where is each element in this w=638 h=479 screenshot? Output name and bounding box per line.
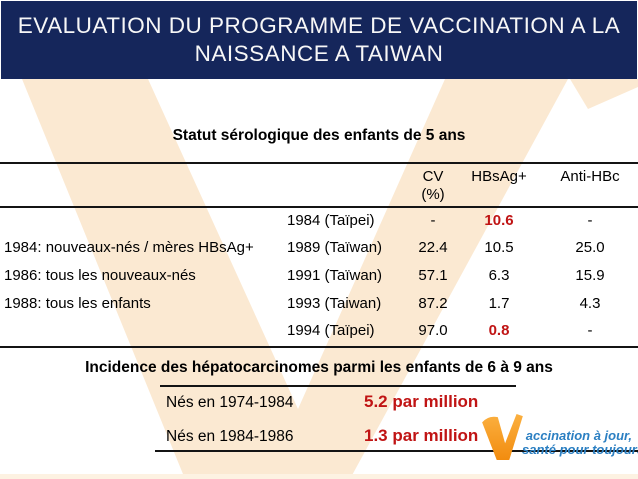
cell-year: 1989 (Taïwan) — [287, 239, 383, 256]
incidence-label: Nés en 1984-1986 — [166, 428, 294, 445]
logo-text-line1: accination à jour, — [525, 428, 632, 443]
cell-anti-hbc: 4.3 — [579, 295, 601, 312]
cell-program: 1984: nouveaux-nés / mères HBsAg+ — [4, 239, 254, 256]
table-top-rule — [0, 162, 638, 164]
cell-hbsag: 1.7 — [488, 295, 510, 312]
column-header-cv-line1: CV — [422, 168, 444, 185]
logo-text: accination à jour, santé pour toujours — [522, 428, 638, 457]
cell-anti-hbc: - — [587, 212, 593, 229]
incidence-value: 1.3 par million — [364, 426, 479, 445]
incidence-title: Incidence des hépatocarcinomes parmi les… — [85, 359, 553, 376]
cell-hbsag: 10.6 — [484, 212, 514, 229]
cell-cv: 22.4 — [418, 239, 448, 256]
cell-year: 1984 (Taïpei) — [287, 212, 375, 229]
cell-year: 1994 (Taïpei) — [287, 322, 375, 339]
cell-anti-hbc: 25.0 — [575, 239, 605, 256]
cell-hbsag: 6.3 — [488, 267, 510, 284]
cell-hbsag: 10.5 — [484, 239, 514, 256]
cell-year: 1993 (Taiwan) — [287, 295, 382, 312]
incidence-label: Nés en 1974-1984 — [166, 394, 294, 411]
logo-v-icon — [482, 414, 523, 460]
cell-program: 1988: tous les enfants — [4, 295, 151, 312]
watermark-bottom-strip — [0, 474, 638, 479]
cell-cv: 97.0 — [418, 322, 448, 339]
cell-cv: 57.1 — [418, 267, 448, 284]
table-title: Statut sérologique des enfants de 5 ans — [172, 127, 466, 144]
cell-program: 1986: tous les nouveaux-nés — [4, 267, 196, 284]
cell-anti-hbc: - — [587, 322, 593, 339]
logo-text-line2: santé pour toujours — [522, 442, 638, 457]
cell-anti-hbc: 15.9 — [575, 267, 605, 284]
column-header-cv: CV (%) — [398, 168, 468, 204]
column-header-cv-line2: (%) — [421, 186, 445, 203]
incidence-bottom-rule — [155, 450, 638, 452]
slide-header: EVALUATION DU PROGRAMME DE VACCINATION A… — [1, 1, 637, 79]
column-header-anti-hbc: Anti-HBc — [560, 168, 620, 185]
vaccination-logo: accination à jour, santé pour toujours — [480, 413, 638, 465]
slide-title: EVALUATION DU PROGRAMME DE VACCINATION A… — [17, 13, 621, 66]
table-bottom-rule — [0, 346, 638, 348]
cell-year: 1991 (Taïwan) — [287, 267, 383, 284]
cell-cv: 87.2 — [418, 295, 448, 312]
column-header-hbsag: HBsAg+ — [471, 168, 527, 185]
incidence-title-rule — [160, 385, 516, 387]
cell-hbsag: 0.8 — [488, 322, 510, 339]
table-header-rule — [0, 206, 638, 208]
incidence-value: 5.2 par million — [364, 392, 479, 411]
cell-cv: - — [430, 212, 436, 229]
